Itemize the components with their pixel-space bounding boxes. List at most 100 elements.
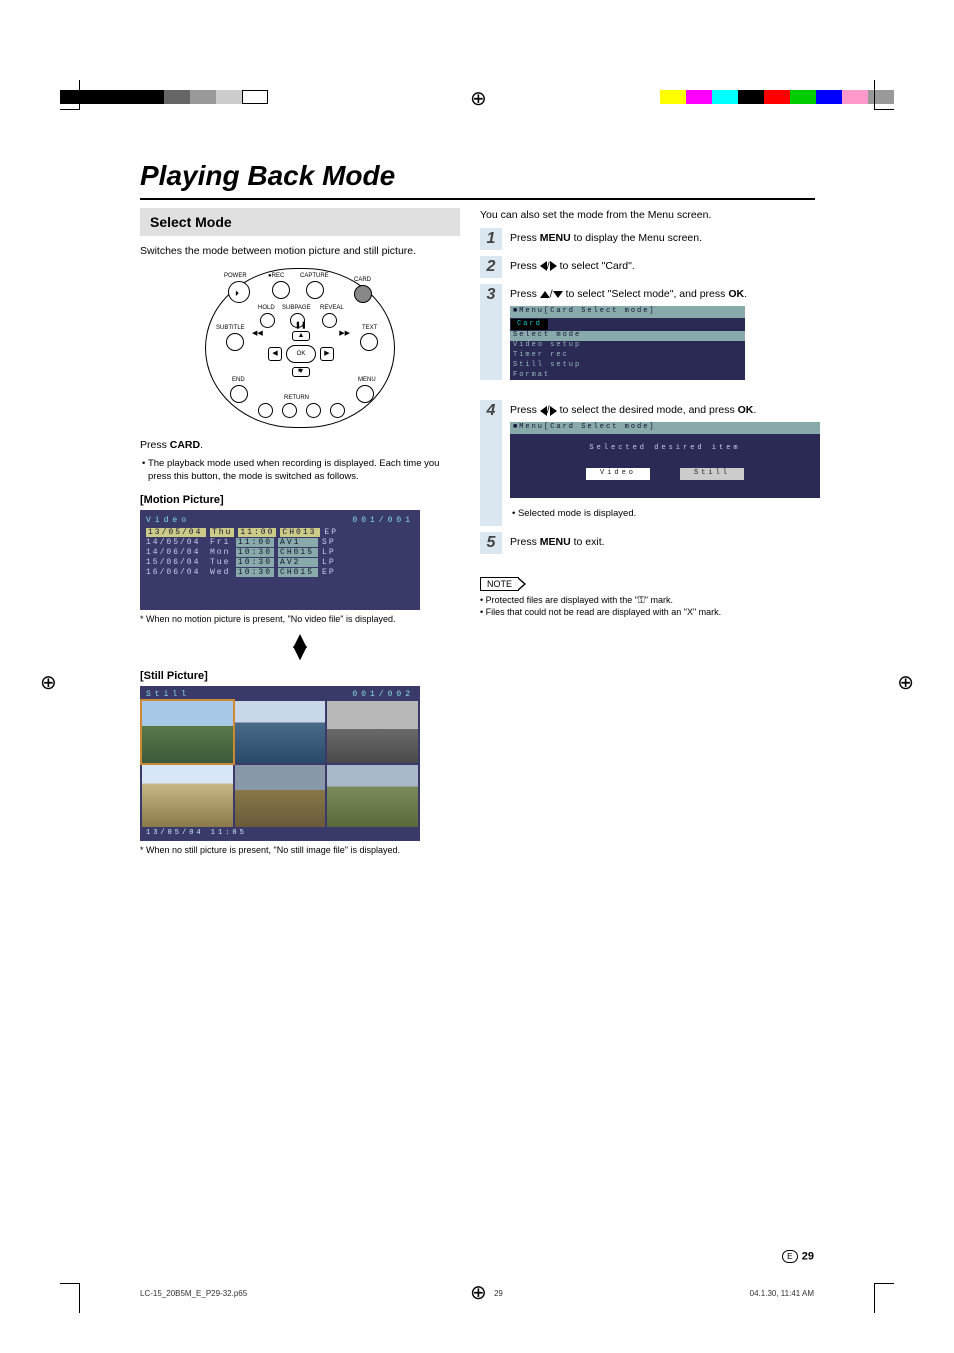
page-title: Playing Back Mode — [140, 160, 395, 192]
crop-corner — [874, 80, 894, 110]
registration-mark: ⊕ — [470, 86, 487, 111]
thumbnail — [142, 765, 233, 827]
osd-message: Selected desired item — [510, 434, 820, 468]
step-3: 3 Press / to select "Select mode", and p… — [480, 284, 815, 380]
menu-osd-select-mode: ■Menu[Card Select mode] Card Select mode… — [510, 306, 745, 381]
remote-label-subtitle: SUBTITLE — [216, 325, 245, 331]
still-osd: Still 001/002 13/05/04 11:05 — [140, 686, 420, 841]
thumbnail — [327, 765, 418, 827]
bottom-button — [306, 403, 321, 418]
rewind-icon: ◀◀ — [252, 329, 263, 337]
press-card-text: Press CARD. — [140, 438, 460, 452]
menu-button — [356, 385, 374, 403]
print-color-bar-left — [60, 90, 268, 104]
mode-option: Still — [680, 468, 744, 480]
step-number: 3 — [487, 286, 496, 304]
still-footer-text: 13/05/04 11:05 — [142, 827, 418, 839]
step-number: 2 — [487, 258, 496, 275]
nav-left: ◀ — [268, 347, 282, 361]
right-intro: You can also set the mode from the Menu … — [480, 208, 815, 222]
thumbnail — [235, 765, 326, 827]
remote-label-card: CARD — [354, 277, 371, 283]
title-rule — [140, 198, 815, 200]
video-row: 14/05/04Fri11:00AV1SP — [146, 538, 414, 547]
osd-still-page: 001/002 — [352, 690, 414, 699]
text-button — [360, 333, 378, 351]
remote-label-capture: CAPTURE — [300, 273, 329, 279]
remote-label-reveal: REVEAL — [320, 305, 344, 311]
subtitle-button — [226, 333, 244, 351]
print-color-bar-right — [660, 90, 894, 104]
card-button — [354, 285, 372, 303]
menu-item: Video setup — [510, 341, 745, 351]
remote-label-end: END — [232, 377, 245, 383]
menu-item: Format — [510, 371, 745, 381]
motion-picture-header: [Motion Picture] — [140, 494, 460, 506]
step-number: 5 — [487, 534, 496, 551]
rec-button — [272, 281, 290, 299]
osd-page: 001/001 — [352, 516, 414, 525]
mode-option: Video — [586, 468, 650, 480]
video-osd: Video001/001 13/05/04Thu11:00CH013EP14/0… — [140, 510, 420, 610]
motion-footnote: * When no motion picture is present, "No… — [140, 614, 460, 626]
mode-swap-arrows: ▲▼ — [140, 634, 460, 661]
power-button: ⏵ — [228, 281, 250, 303]
nav-up: ▲ — [292, 331, 310, 341]
video-row: 13/05/04Thu11:00CH013EP — [146, 528, 414, 537]
video-row: 16/06/04Wed10:30CH015EP — [146, 568, 414, 577]
note-item: • Protected files are displayed with the… — [480, 595, 815, 607]
ok-button: OK — [286, 345, 316, 363]
still-footnote: * When no still picture is present, "No … — [140, 845, 460, 857]
note-label: NOTE — [480, 577, 519, 591]
bottom-button — [282, 403, 297, 418]
bottom-button — [330, 403, 345, 418]
osd-still-title: Still — [146, 690, 190, 699]
step-4: 4 Press / to select the desired mode, an… — [480, 400, 815, 526]
stop-icon: ■ — [298, 368, 302, 374]
footer-info: LC-15_20B5M_E_P29-32.p65 29 04.1.30, 11:… — [140, 1289, 814, 1298]
note-item: • Files that could not be read are displ… — [480, 607, 815, 619]
remote-diagram: POWER ⏵ ●REC CAPTURE CARD HOLD SUBPAGE ❚… — [205, 268, 395, 428]
menu-item: Still setup — [510, 361, 745, 371]
page-number: E29 — [782, 1250, 814, 1263]
registration-mark: ⊕ — [40, 670, 57, 695]
menu-osd-desired-item: ■Menu[Card Select mode] Selected desired… — [510, 422, 820, 497]
step-5: 5 Press MENU to exit. — [480, 532, 815, 554]
end-button — [230, 385, 248, 403]
thumbnail — [327, 701, 418, 763]
registration-mark: ⊕ — [897, 670, 914, 695]
step-number: 4 — [487, 402, 496, 420]
step-2: 2 Press / to select "Card". — [480, 256, 815, 278]
still-picture-header: [Still Picture] — [140, 670, 460, 682]
remote-label-rec: ●REC — [268, 273, 284, 279]
reveal-button — [322, 313, 337, 328]
remote-label-hold: HOLD — [258, 305, 275, 311]
menu-item: Timer rec — [510, 351, 745, 361]
nav-right: ▶ — [320, 347, 334, 361]
remote-label-power: POWER — [224, 273, 247, 279]
remote-label-return: RETURN — [284, 395, 309, 401]
step-text: Press / to select "Select mode", and pre… — [510, 287, 815, 302]
subpage-button: ❚❚ — [290, 313, 305, 328]
hold-button — [260, 313, 275, 328]
video-row: 14/06/04Mon10:30CH015LP — [146, 548, 414, 557]
ffwd-icon: ▶▶ — [339, 329, 350, 337]
menu-item: Select mode — [510, 331, 745, 341]
osd-title: Video — [146, 516, 190, 525]
video-row: 15/06/04Tue10:30AV2LP — [146, 558, 414, 567]
step-number: 1 — [487, 230, 496, 247]
card-note: • The playback mode used when recording … — [140, 458, 460, 484]
crop-corner — [60, 1283, 80, 1313]
section-header: Select Mode — [140, 208, 460, 236]
thumbnail — [142, 701, 233, 763]
step-bullet: • Selected mode is displayed. — [510, 508, 820, 521]
remote-label-text: TEXT — [362, 325, 377, 331]
step-1: 1 Press MENU to display the Menu screen. — [480, 228, 815, 250]
section-intro: Switches the mode between motion picture… — [140, 244, 460, 258]
step-text: Press / to select "Card". — [510, 256, 815, 274]
capture-button — [306, 281, 324, 299]
remote-label-subpage: SUBPAGE — [282, 305, 311, 311]
crop-corner — [874, 1283, 894, 1313]
note-list: • Protected files are displayed with the… — [480, 595, 815, 618]
remote-label-menu: MENU — [358, 377, 376, 383]
